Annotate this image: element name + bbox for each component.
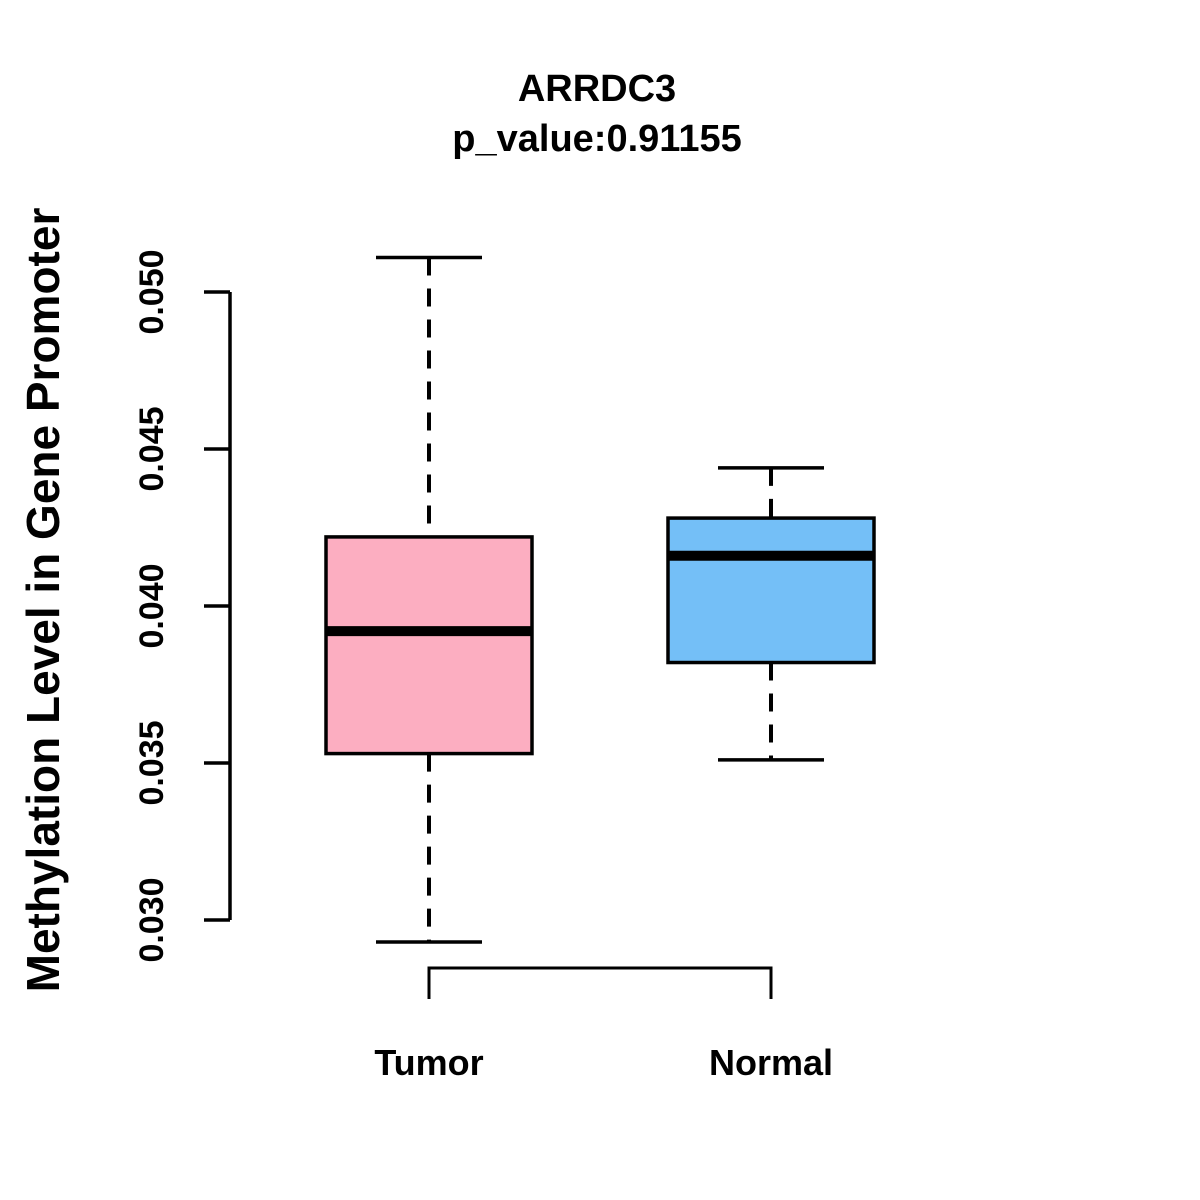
y-tick-label: 0.050 — [133, 249, 171, 334]
comparison-bracket — [427, 966, 773, 999]
chart-title: ARRDC3 — [517, 68, 677, 110]
x-category-label-tumor: Tumor — [374, 1042, 483, 1083]
chart-title-block: ARRDC3 p_value:0.91155 — [230, 64, 964, 164]
box-tumor — [324, 535, 534, 756]
y-tick-label: 0.030 — [133, 877, 171, 962]
y-tick-label: 0.040 — [133, 563, 171, 648]
x-category-label-normal: Normal — [709, 1042, 833, 1083]
chart-subtitle: p_value:0.91155 — [452, 118, 742, 160]
y-tick-label: 0.045 — [133, 406, 171, 491]
box-normal — [666, 516, 876, 665]
y-tick-label: 0.035 — [133, 720, 171, 805]
